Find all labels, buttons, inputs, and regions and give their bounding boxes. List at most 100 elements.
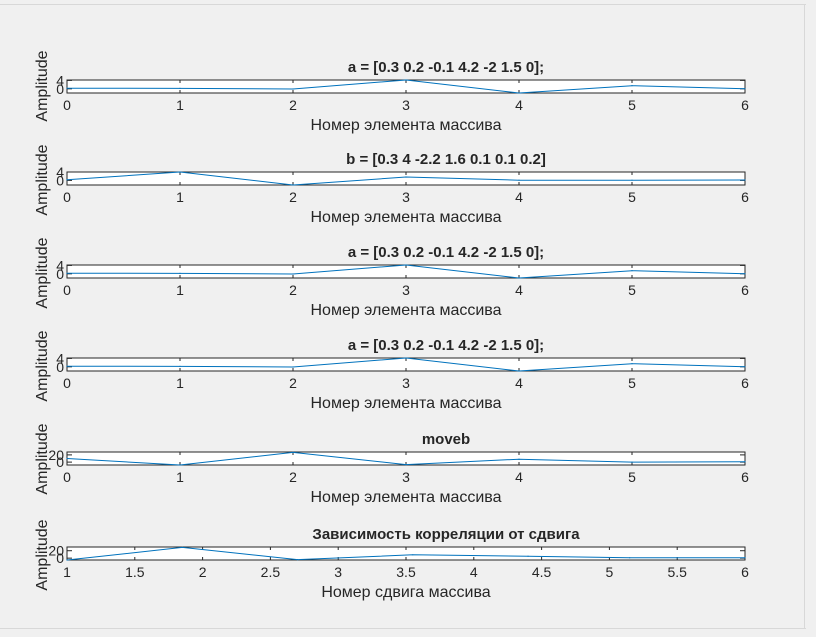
x-tick-label: 0 — [63, 282, 71, 298]
x-tick-label: 2 — [289, 469, 297, 485]
x-tick-label: 1 — [176, 282, 184, 298]
x-tick-label: 4 — [515, 282, 523, 298]
data-point — [66, 457, 68, 460]
data-point — [292, 184, 294, 186]
x-tick-label: 2 — [289, 189, 297, 205]
data-point — [518, 179, 520, 181]
x-axis-label: Номер элемента массива — [310, 395, 501, 412]
data-point — [744, 461, 746, 463]
data-point — [181, 546, 183, 548]
figure-right-border — [804, 4, 805, 629]
data-point — [179, 87, 181, 89]
subplot-6: 1 1.5 2 2.5 3 3.5 4 4.5 5 5.5 6 020 Зависимость корр… — [34, 519, 749, 601]
data-point — [179, 365, 181, 367]
x-tick-label: 5 — [628, 97, 636, 113]
data-point — [292, 451, 294, 453]
x-tick-label: 6 — [741, 375, 749, 391]
data-point — [518, 370, 520, 372]
x-tick-label: 1 — [63, 564, 71, 580]
data-point — [292, 273, 294, 275]
data-point — [292, 366, 294, 368]
figure-top-border — [0, 4, 806, 5]
data-point — [631, 270, 633, 272]
x-tick-label: 1 — [176, 469, 184, 485]
y-axis-label: Amplitude — [34, 423, 51, 494]
data-point — [631, 363, 633, 365]
data-point — [179, 171, 181, 173]
data-point — [66, 179, 68, 181]
y-tick-label: 4 — [56, 257, 64, 273]
y-tick-label: 0 — [56, 266, 64, 282]
x-axis-label: Номер сдвига массива — [321, 584, 490, 601]
data-point — [66, 559, 68, 561]
subplot-title: a = [0.3 0.2 -0.1 4.2 -2 1.5 0]; — [348, 244, 544, 261]
x-tick-label: 3 — [334, 564, 342, 580]
y-axis-label: Amplitude — [34, 519, 51, 590]
data-point — [179, 272, 181, 274]
y-axis-label: Amplitude — [34, 144, 51, 215]
subplot-title: moveb — [422, 431, 470, 448]
x-tick-label: 4 — [515, 189, 523, 205]
data-point — [527, 555, 529, 557]
x-tick-label: 2 — [289, 97, 297, 113]
x-axis-label: Номер элемента массива — [310, 489, 501, 506]
y-tick-label: 4 — [56, 164, 64, 180]
data-point — [631, 461, 633, 463]
x-axis-label: Номер элемента массива — [310, 209, 501, 226]
data-point — [66, 87, 68, 89]
x-tick-label: 1 — [176, 189, 184, 205]
subplot-title: b = [0.3 4 -2.2 1.6 0.1 0.1 0.2] — [346, 151, 546, 168]
subplot-title: a = [0.3 0.2 -0.1 4.2 -2 1.5 0]; — [348, 59, 544, 76]
y-tick-label: 4 — [56, 350, 64, 366]
data-point — [66, 272, 68, 274]
x-tick-label: 5.5 — [667, 564, 687, 580]
data-point — [405, 357, 407, 359]
data-point — [66, 365, 68, 367]
data-point — [405, 264, 407, 266]
y-tick-label: 0 — [56, 81, 64, 97]
x-tick-label: 1 — [176, 97, 184, 113]
x-tick-label: 6 — [741, 282, 749, 298]
y-tick-label: 0 — [56, 172, 64, 188]
y-tick-label: 20 — [48, 543, 64, 559]
x-tick-label: 0 — [63, 97, 71, 113]
y-tick-label: 0 — [56, 454, 64, 470]
x-tick-label: 6 — [741, 564, 749, 580]
x-axis-label: Номер элемента массива — [310, 302, 501, 319]
x-tick-label: 2 — [199, 564, 207, 580]
x-tick-label: 6 — [741, 469, 749, 485]
x-tick-label: 3 — [402, 469, 410, 485]
y-axis-label: Amplitude — [34, 330, 51, 401]
x-tick-label: 4.5 — [532, 564, 552, 580]
x-tick-label: 0 — [63, 375, 71, 391]
x-tick-label: 0 — [63, 469, 71, 485]
data-point — [405, 464, 407, 466]
data-point — [518, 277, 520, 279]
x-tick-label: 4 — [515, 97, 523, 113]
data-point — [292, 88, 294, 90]
x-tick-label: 3 — [402, 375, 410, 391]
subplot-title: a = [0.3 0.2 -0.1 4.2 -2 1.5 0]; — [348, 337, 544, 354]
y-tick-label: 0 — [56, 359, 64, 375]
x-tick-label: 3 — [402, 97, 410, 113]
data-point — [631, 85, 633, 87]
data-point — [744, 557, 746, 559]
data-point — [518, 458, 520, 460]
data-point — [629, 557, 631, 559]
x-tick-label: 2 — [289, 282, 297, 298]
data-point — [631, 179, 633, 181]
data-point — [744, 88, 746, 90]
x-axis-label: Номер элемента массива — [310, 117, 501, 134]
x-tick-label: 3.5 — [396, 564, 416, 580]
y-tick-label: 20 — [48, 447, 64, 463]
data-point — [744, 273, 746, 275]
x-tick-label: 5 — [628, 189, 636, 205]
data-point — [296, 559, 299, 561]
